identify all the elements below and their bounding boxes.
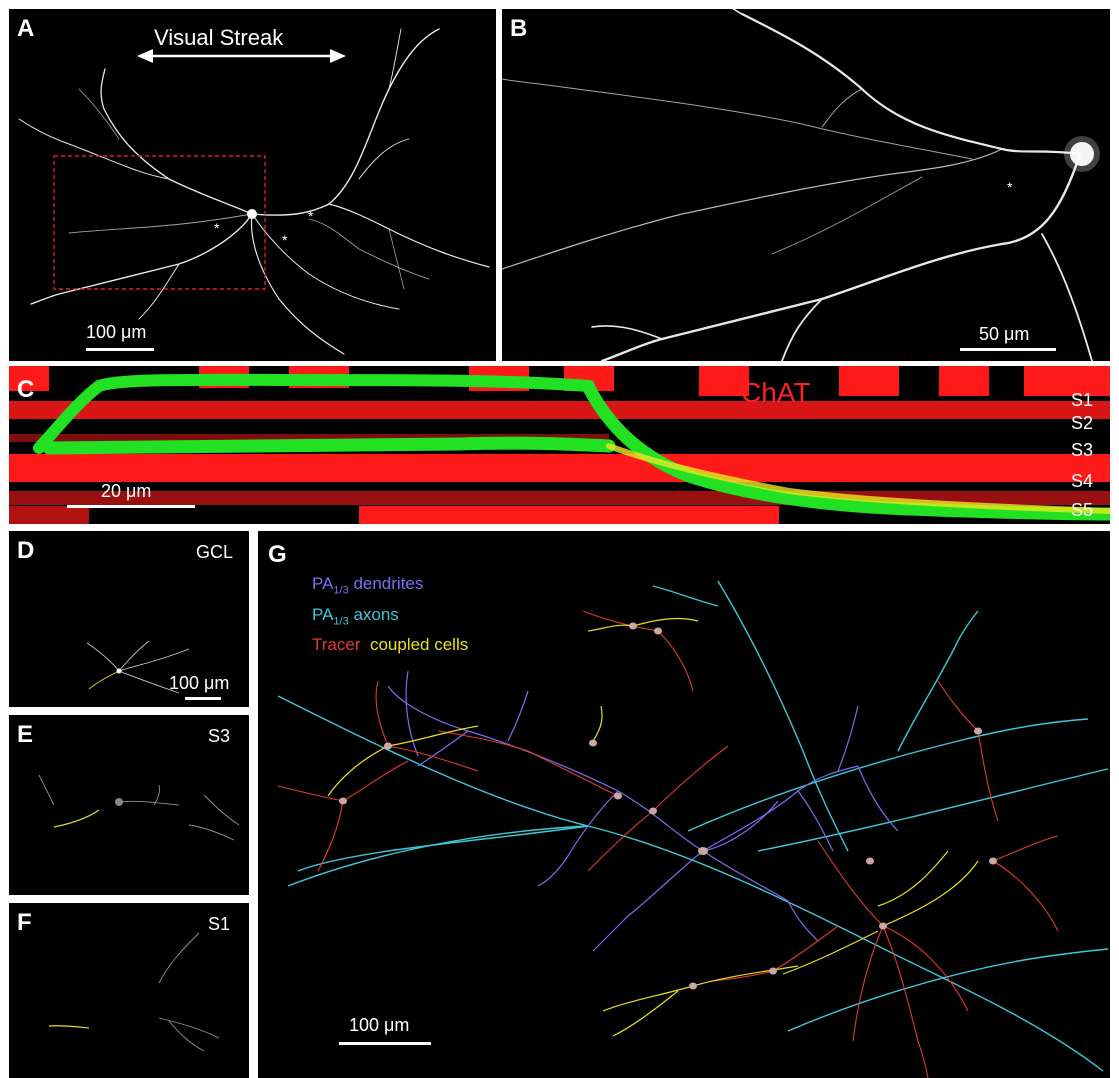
panel-c-micrograph <box>9 366 1110 524</box>
panel-b-scale-bar <box>960 348 1056 351</box>
legend-coupled-label: coupled cells <box>369 635 469 654</box>
visual-streak-title: Visual Streak <box>154 25 284 50</box>
panel-g: G PA1/3 dendrites PA1/3 axons Tracer cou… <box>258 531 1110 1078</box>
panel-a-micrograph <box>18 28 490 355</box>
panel-e-micrograph <box>38 774 240 841</box>
asterisk-2: * <box>282 232 288 248</box>
legend-axons-sub: 1/3 <box>333 615 349 628</box>
panel-d-label: D <box>17 537 35 564</box>
panel-e-label: E <box>17 721 34 748</box>
legend-axons-prefix: PA <box>312 605 334 624</box>
panel-c-scale-bar <box>67 505 195 508</box>
panel-d-scale-label: 100 μm <box>169 673 230 693</box>
layer-s3: S3 <box>1071 440 1094 460</box>
panel-a-scale-bar <box>86 348 154 351</box>
panel-d-layer: GCL <box>196 542 234 562</box>
panel-d-micrograph <box>86 640 190 694</box>
panel-a-scale-label: 100 μm <box>86 322 147 342</box>
panel-g-scale-label: 100 μm <box>349 1015 410 1035</box>
panel-d-scale-bar <box>185 697 221 700</box>
asterisk-3: * <box>308 208 314 224</box>
panel-f-micrograph <box>48 932 220 1052</box>
panel-b-scale-label: 50 μm <box>979 324 1030 344</box>
panel-b: B * 50 μm <box>502 9 1110 361</box>
panel-g-tracing <box>277 580 1109 1078</box>
legend-axons-suffix: axons <box>348 605 399 624</box>
layer-s2: S2 <box>1071 413 1094 433</box>
layer-s1: S1 <box>1071 390 1094 410</box>
panel-a: A Visual Streak * * * 100 μm <box>9 9 496 361</box>
chat-label: ChAT <box>741 377 811 408</box>
roi-box <box>53 155 266 290</box>
legend-dendrites-sub: 1/3 <box>333 584 349 597</box>
panel-b-asterisk: * <box>1007 179 1013 195</box>
panel-g-label: G <box>268 541 287 568</box>
panel-e: E S3 <box>9 715 249 895</box>
legend-tracer: Tracer coupled cells <box>312 636 468 653</box>
legend-axons: PA1/3 axons <box>312 606 399 627</box>
panel-g-scale-bar <box>339 1042 431 1045</box>
legend-dendrites: PA1/3 dendrites <box>312 575 423 596</box>
double-arrow-icon <box>137 49 346 63</box>
layer-s4: S4 <box>1071 471 1094 491</box>
panel-d: D GCL 100 μm <box>9 531 249 707</box>
legend-tracer-label: Tracer <box>312 635 361 654</box>
asterisk-1: * <box>214 220 220 236</box>
panel-f-label: F <box>17 909 32 936</box>
layer-s5: S5 <box>1071 500 1094 520</box>
legend-dendrites-suffix: dendrites <box>348 574 424 593</box>
panel-e-layer: S3 <box>208 726 231 746</box>
panel-c-scale-label: 20 μm <box>101 481 152 501</box>
panel-b-micrograph <box>502 9 1100 361</box>
panel-b-label: B <box>510 15 528 42</box>
panel-c-label: C <box>17 376 35 403</box>
legend-dendrites-prefix: PA <box>312 574 334 593</box>
panel-a-label: A <box>17 15 35 42</box>
panel-c: ChAT S1 S2 S3 S4 S5 C 20 μm <box>9 366 1110 524</box>
panel-f: F S1 <box>9 903 249 1078</box>
panel-f-layer: S1 <box>208 914 231 934</box>
